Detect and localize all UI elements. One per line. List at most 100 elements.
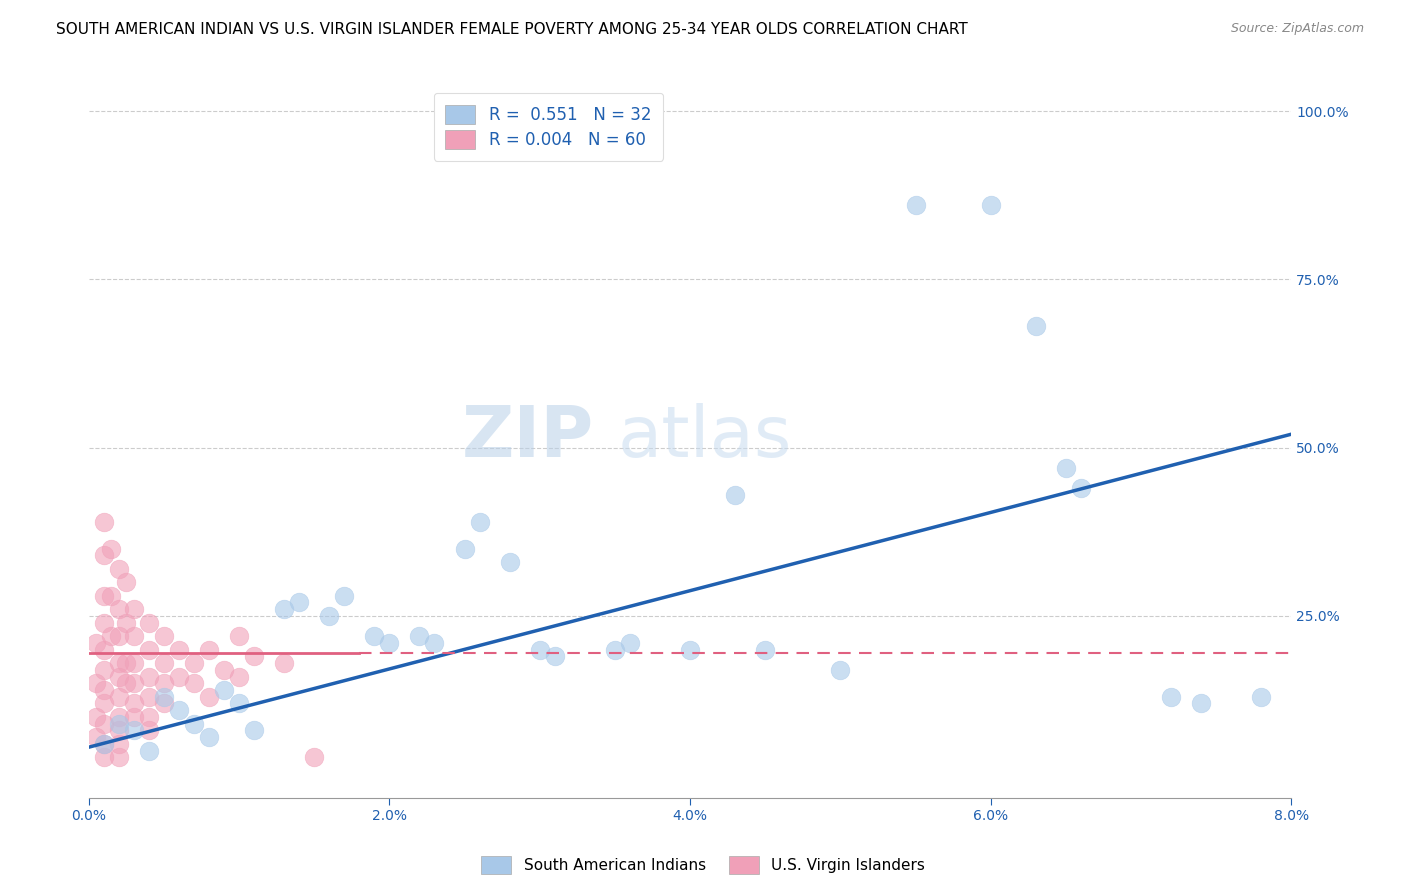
Point bbox=[84, 730, 107, 744]
Point bbox=[122, 697, 145, 711]
Point bbox=[318, 609, 340, 624]
Point bbox=[107, 656, 129, 670]
Point bbox=[498, 555, 520, 569]
Point bbox=[93, 549, 115, 563]
Text: atlas: atlas bbox=[617, 403, 792, 472]
Point bbox=[453, 541, 475, 556]
Point bbox=[544, 649, 567, 664]
Point bbox=[93, 737, 115, 751]
Point bbox=[138, 710, 160, 724]
Point bbox=[107, 723, 129, 738]
Point bbox=[1189, 697, 1212, 711]
Point bbox=[603, 642, 626, 657]
Point bbox=[122, 710, 145, 724]
Point bbox=[183, 676, 205, 690]
Point bbox=[107, 602, 129, 616]
Point bbox=[228, 629, 250, 643]
Point bbox=[93, 697, 115, 711]
Point bbox=[138, 642, 160, 657]
Point bbox=[115, 615, 138, 630]
Point bbox=[1025, 319, 1047, 334]
Point bbox=[93, 515, 115, 529]
Point bbox=[1070, 481, 1092, 495]
Text: ZIP: ZIP bbox=[461, 403, 593, 472]
Point bbox=[333, 589, 356, 603]
Point bbox=[468, 515, 491, 529]
Point bbox=[378, 636, 401, 650]
Point bbox=[153, 629, 176, 643]
Point bbox=[724, 488, 747, 502]
Point bbox=[100, 541, 122, 556]
Point bbox=[138, 669, 160, 683]
Point bbox=[273, 602, 295, 616]
Point bbox=[183, 656, 205, 670]
Point bbox=[107, 562, 129, 576]
Point bbox=[619, 636, 641, 650]
Point bbox=[980, 198, 1002, 212]
Point bbox=[107, 669, 129, 683]
Point bbox=[679, 642, 702, 657]
Point bbox=[107, 750, 129, 764]
Point bbox=[93, 589, 115, 603]
Point bbox=[84, 676, 107, 690]
Point bbox=[122, 629, 145, 643]
Point bbox=[122, 676, 145, 690]
Point bbox=[1054, 460, 1077, 475]
Point bbox=[84, 710, 107, 724]
Point bbox=[107, 690, 129, 704]
Point bbox=[107, 737, 129, 751]
Point bbox=[100, 589, 122, 603]
Point bbox=[93, 737, 115, 751]
Point bbox=[273, 656, 295, 670]
Point bbox=[198, 730, 221, 744]
Point bbox=[138, 723, 160, 738]
Point bbox=[138, 743, 160, 757]
Point bbox=[93, 642, 115, 657]
Point bbox=[904, 198, 927, 212]
Point bbox=[1250, 690, 1272, 704]
Point bbox=[107, 629, 129, 643]
Point bbox=[122, 602, 145, 616]
Legend: R =  0.551   N = 32, R = 0.004   N = 60: R = 0.551 N = 32, R = 0.004 N = 60 bbox=[434, 93, 664, 161]
Point bbox=[754, 642, 776, 657]
Text: Source: ZipAtlas.com: Source: ZipAtlas.com bbox=[1230, 22, 1364, 36]
Point bbox=[363, 629, 385, 643]
Point bbox=[153, 697, 176, 711]
Point bbox=[167, 642, 190, 657]
Point bbox=[529, 642, 551, 657]
Point bbox=[93, 716, 115, 731]
Point bbox=[167, 669, 190, 683]
Point bbox=[1160, 690, 1182, 704]
Point bbox=[243, 723, 266, 738]
Point bbox=[100, 629, 122, 643]
Point bbox=[183, 716, 205, 731]
Point bbox=[288, 595, 311, 609]
Point bbox=[93, 663, 115, 677]
Point bbox=[198, 642, 221, 657]
Point bbox=[93, 750, 115, 764]
Point bbox=[138, 615, 160, 630]
Point bbox=[84, 636, 107, 650]
Point bbox=[167, 703, 190, 717]
Point bbox=[198, 690, 221, 704]
Point bbox=[115, 575, 138, 590]
Point bbox=[228, 669, 250, 683]
Point bbox=[122, 723, 145, 738]
Point bbox=[212, 683, 235, 698]
Point bbox=[107, 716, 129, 731]
Text: SOUTH AMERICAN INDIAN VS U.S. VIRGIN ISLANDER FEMALE POVERTY AMONG 25-34 YEAR OL: SOUTH AMERICAN INDIAN VS U.S. VIRGIN ISL… bbox=[56, 22, 967, 37]
Point bbox=[212, 663, 235, 677]
Point bbox=[138, 690, 160, 704]
Point bbox=[93, 683, 115, 698]
Point bbox=[107, 710, 129, 724]
Point bbox=[93, 615, 115, 630]
Point bbox=[228, 697, 250, 711]
Point bbox=[302, 750, 325, 764]
Point bbox=[153, 656, 176, 670]
Point bbox=[830, 663, 852, 677]
Point bbox=[115, 656, 138, 670]
Point bbox=[243, 649, 266, 664]
Point bbox=[153, 676, 176, 690]
Point bbox=[122, 656, 145, 670]
Point bbox=[423, 636, 446, 650]
